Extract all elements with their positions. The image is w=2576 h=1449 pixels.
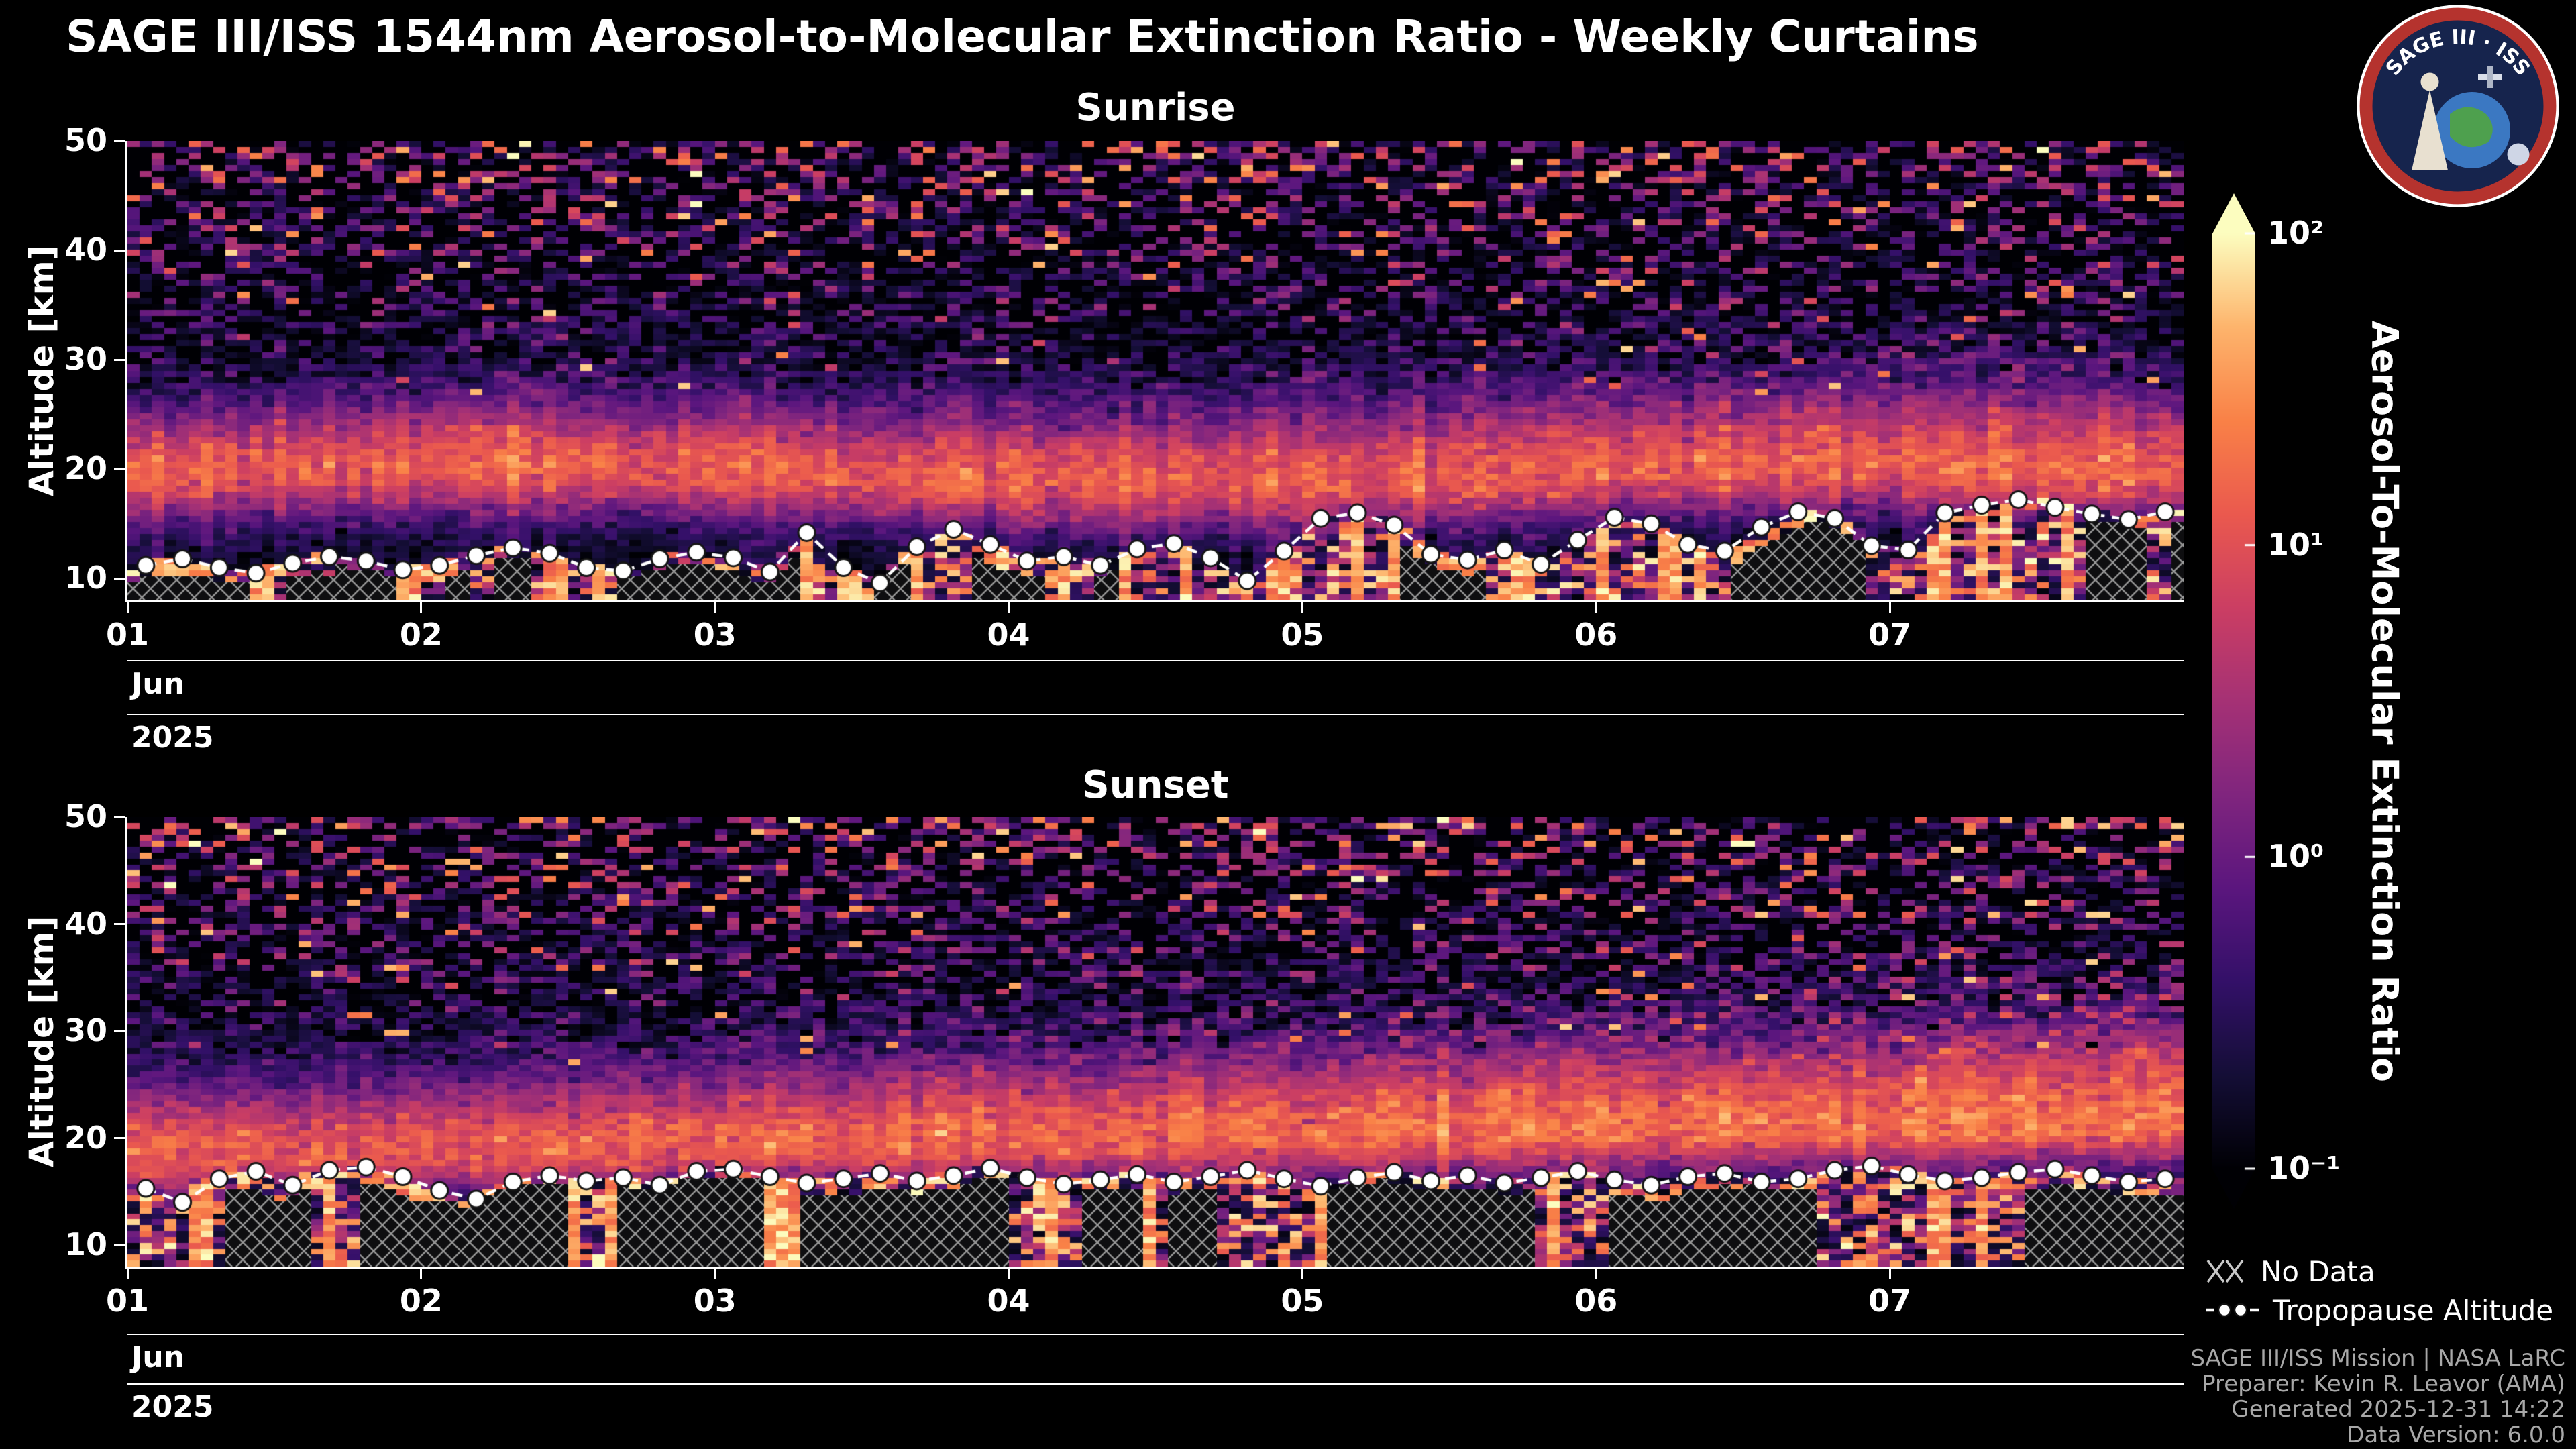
x-tick-label: 06	[1574, 1283, 1618, 1319]
footer-credits: SAGE III/ISS Mission | NASA LaRC Prepare…	[2190, 1346, 2565, 1448]
sage-logo-graphic: SAGE III · ISS	[2357, 5, 2559, 207]
sunrise-year-label: 2025	[131, 720, 214, 755]
colorbar-tick-label: 10⁻¹	[2267, 1150, 2341, 1186]
footer-preparer-line: Preparer: Kevin R. Leavor (AMA)	[2202, 1371, 2565, 1397]
x-tick-label: 05	[1281, 1283, 1324, 1319]
footer-version-line: Data Version: 6.0.0	[2347, 1421, 2565, 1448]
panel-title-sunset: Sunset	[1082, 763, 1229, 807]
tropopause-line-icon	[2206, 1303, 2259, 1318]
y-tick-mark	[114, 1137, 125, 1140]
logo-wizard-icon	[2412, 90, 2448, 170]
x-tick-mark	[126, 1269, 129, 1279]
sunrise-month-axis-line	[127, 660, 2184, 661]
y-tick-mark	[114, 577, 125, 580]
x-tick-mark	[126, 602, 129, 613]
x-tick-label: 04	[987, 616, 1030, 653]
sunset-month-axis-line	[127, 1334, 2184, 1335]
y-tick-mark	[114, 923, 125, 926]
x-tick-mark	[420, 602, 423, 613]
colorbar-tick-label: 10⁰	[2267, 838, 2324, 875]
x-tick-mark	[714, 1269, 716, 1279]
figure-title: SAGE III/ISS 1544nm Aerosol-to-Molecular…	[66, 11, 1979, 62]
x-tick-label: 02	[399, 1283, 443, 1319]
colorbar-tick-label: 10¹	[2267, 526, 2324, 563]
logo-outer-ring	[2357, 5, 2559, 207]
logo-wizard-head	[2420, 72, 2439, 91]
x-tick-label: 06	[1574, 616, 1618, 653]
legend-tropopause-label: Tropopause Altitude	[2273, 1293, 2554, 1327]
sunrise-year-axis-line	[127, 714, 2184, 715]
footer-mission-line: SAGE III/ISS Mission | NASA LaRC	[2190, 1345, 2565, 1372]
x-tick-mark	[1888, 602, 1891, 613]
x-tick-label: 07	[1868, 616, 1912, 653]
x-tick-label: 03	[693, 616, 737, 653]
x-tick-mark	[420, 1269, 423, 1279]
y-tick-mark	[114, 1030, 125, 1032]
x-tick-mark	[714, 602, 716, 613]
y-tick-mark	[114, 468, 125, 470]
x-tick-mark	[1301, 1269, 1303, 1279]
sunset-year-axis-line	[127, 1383, 2184, 1385]
sunset-x-axis-spine	[127, 1267, 2184, 1269]
colorbar-label: Aerosol-To-Molecular Extinction Ratio	[2363, 320, 2406, 1082]
legend-row-tropopause: Tropopause Altitude	[2204, 1291, 2553, 1330]
colorbar	[2212, 193, 2255, 1209]
sunrise-month-label: Jun	[131, 667, 185, 701]
x-tick-label: 04	[987, 1283, 1030, 1319]
sunrise-x-axis-spine	[127, 600, 2184, 602]
sunset-year-label: 2025	[131, 1390, 214, 1424]
colorbar-tick-label: 10²	[2267, 215, 2324, 251]
x-tick-mark	[1888, 1269, 1891, 1279]
y-tick-mark	[114, 1244, 125, 1246]
x-tick-label: 01	[105, 1283, 149, 1319]
x-tick-mark	[1301, 602, 1303, 613]
y-tick-mark	[114, 249, 125, 252]
x-tick-mark	[1595, 602, 1597, 613]
x-tick-mark	[1008, 602, 1010, 613]
logo-red-ring	[2358, 6, 2558, 206]
legend-row-no-data: No Data	[2204, 1252, 2553, 1291]
logo-continent	[2450, 107, 2493, 148]
sunrise-heatmap-canvas	[127, 141, 2184, 600]
legend-no-data-label: No Data	[2261, 1254, 2375, 1288]
logo-moon-icon	[2507, 143, 2530, 166]
logo-iss-truss	[2487, 66, 2493, 88]
x-tick-label: 07	[1868, 1283, 1912, 1319]
footer-generated-line: Generated 2025-12-31 14:22	[2231, 1396, 2565, 1423]
sunset-month-label: Jun	[131, 1340, 185, 1375]
panel-title-sunrise: Sunrise	[1075, 86, 1236, 129]
sunset-y-axis-label: Altitude [km]	[22, 916, 61, 1168]
x-tick-mark	[1595, 1269, 1597, 1279]
x-tick-label: 02	[399, 616, 443, 653]
sunrise-y-axis-label: Altitude [km]	[22, 245, 61, 496]
no-data-hatch-icon	[2206, 1259, 2244, 1283]
sunset-heatmap-canvas	[127, 817, 2184, 1267]
x-tick-label: 03	[693, 1283, 737, 1319]
y-tick-mark	[114, 358, 125, 361]
y-tick-mark	[114, 816, 125, 818]
sage-iii-iss-logo: SAGE III · ISS	[2357, 5, 2559, 207]
x-tick-label: 01	[105, 616, 149, 653]
y-tick-mark	[114, 140, 125, 142]
x-tick-label: 05	[1281, 616, 1324, 653]
x-tick-mark	[1008, 1269, 1010, 1279]
legend: No Data Tropopause Altitude	[2204, 1252, 2553, 1330]
